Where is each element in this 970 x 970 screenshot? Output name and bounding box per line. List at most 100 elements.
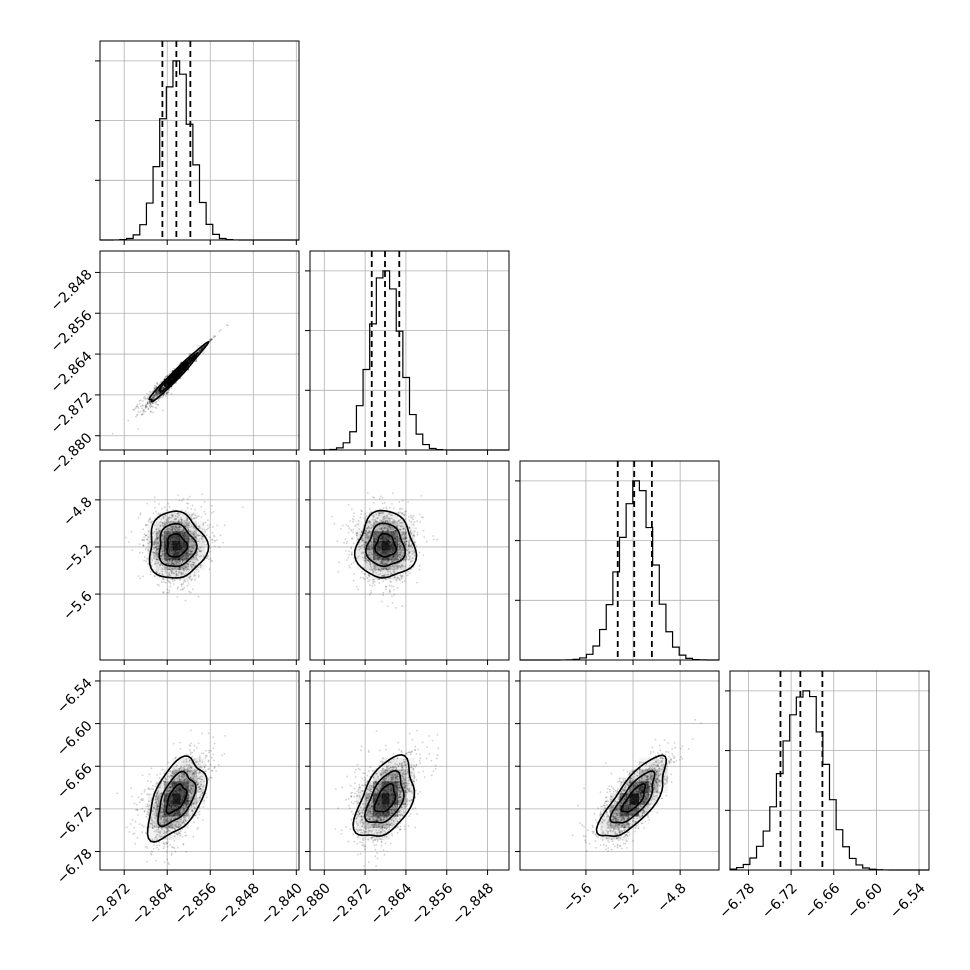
scatter-point-2-0-707	[158, 584, 160, 587]
scatter-point-2-0-1309	[210, 505, 213, 507]
scatter-point-1-0-390	[166, 393, 168, 395]
scatter-point-2-1-1212	[347, 556, 350, 559]
scatter-point-2-1-63	[401, 605, 404, 608]
scatter-point-1-0-160	[153, 396, 156, 399]
scatter-point-2-0-1039	[206, 528, 208, 531]
scatter-point-2-1-632	[352, 515, 355, 518]
scatter-point-3-0-277	[134, 820, 137, 823]
scatter-point-2-1-634	[391, 602, 394, 604]
scatter-point-1-0-1326	[149, 406, 152, 409]
scatter-point-2-1-470	[392, 585, 395, 588]
scatter-point-2-1-394	[355, 585, 358, 588]
scatter-point-1-0-23	[152, 389, 155, 392]
scatter-point-2-0-1151	[206, 557, 208, 559]
density-cell-2-0-4-7	[172, 511, 181, 522]
scatter-point-1-0-513	[226, 324, 229, 327]
scatter-point-1-0-690	[162, 386, 165, 388]
scatter-point-2-0-575	[145, 538, 148, 541]
scatter-point-2-0-1043	[211, 538, 213, 541]
scatter-point-2-1-42	[382, 594, 384, 597]
scatter-point-1-0-563	[153, 393, 156, 396]
scatter-point-1-0-544	[197, 351, 199, 354]
scatter-point-3-0-499	[128, 831, 131, 833]
scatter-point-1-0-92	[154, 395, 156, 398]
scatter-point-2-1-125	[382, 507, 385, 509]
scatter-point-1-0-1072	[135, 414, 138, 416]
scatter-point-2-1-383	[407, 501, 409, 503]
scatter-point-2-0-570	[166, 588, 169, 591]
density-cell-2-0-1-3	[147, 550, 156, 561]
scatter-point-1-0-185	[157, 404, 160, 406]
scatter-point-1-0-254	[141, 404, 144, 407]
scatter-point-2-1-862	[348, 553, 350, 556]
scatter-point-2-0-353	[142, 528, 145, 531]
scatter-point-2-1-1045	[350, 546, 353, 549]
scatter-point-2-1-1002	[351, 537, 353, 540]
scatter-point-1-0-1279	[165, 391, 168, 394]
histogram-1	[309, 270, 509, 451]
scatter-point-2-0-1393	[191, 504, 194, 507]
density-cell-2-1-4-7	[381, 511, 390, 522]
scatter-point-2-0-1022	[143, 556, 146, 558]
scatter-point-2-0-862	[201, 493, 204, 496]
scatter-point-2-1-45	[350, 563, 353, 565]
axes-1-0	[95, 250, 300, 455]
scatter-point-2-0-144	[205, 543, 208, 546]
scatter-point-2-0-274	[187, 502, 190, 505]
scatter-point-2-0-1365	[212, 526, 214, 528]
scatter-point-2-1-963	[349, 566, 351, 569]
scatter-point-2-1-1086	[432, 535, 435, 537]
scatter-point-1-0-19	[157, 391, 159, 394]
scatter-point-2-0-1031	[146, 502, 149, 505]
scatter-point-2-1-392	[338, 561, 341, 564]
scatter-point-3-0-313	[193, 744, 196, 747]
scatter-point-3-0-373	[189, 753, 192, 755]
scatter-point-2-0-466	[162, 591, 165, 593]
scatter-point-2-1-14	[420, 494, 423, 497]
scatter-point-2-0-557	[203, 510, 206, 513]
scatter-point-1-0-781	[144, 407, 147, 409]
scatter-point-3-0-33	[131, 795, 134, 798]
scatter-point-2-1-302	[401, 499, 404, 502]
scatter-point-3-0-245	[177, 846, 179, 849]
scatter-point-2-1-1061	[391, 503, 393, 505]
scatter-point-2-0-999	[208, 568, 211, 571]
scatter-point-1-0-893	[136, 403, 139, 406]
scatter-point-1-0-277	[154, 393, 157, 395]
scatter-point-1-0-396	[142, 408, 145, 411]
scatter-point-1-0-384	[200, 347, 203, 350]
scatter-point-1-0-569	[220, 329, 222, 331]
scatter-point-2-1-283	[348, 564, 350, 567]
scatter-point-2-1-1331	[390, 584, 393, 587]
scatter-point-1-0-723	[150, 410, 152, 413]
scatter-point-2-1-827	[337, 570, 340, 573]
density-cell-2-1-1-3	[356, 550, 365, 561]
scatter-point-2-0-457	[172, 580, 175, 583]
scatter-point-2-0-298	[183, 586, 186, 589]
scatter-point-1-0-20	[155, 391, 158, 393]
scatter-point-1-0-1350	[139, 405, 142, 407]
scatter-point-2-1-653	[410, 514, 412, 517]
scatter-point-2-1-665	[425, 540, 428, 543]
scatter-point-3-0-244	[197, 826, 200, 829]
scatter-point-2-0-1266	[209, 557, 212, 560]
scatter-point-2-1-1153	[398, 508, 401, 510]
scatter-point-2-1-1229	[353, 519, 355, 521]
scatter-point-2-0-1227	[207, 554, 210, 557]
scatter-point-2-0-56	[186, 584, 189, 587]
scatter-point-2-1-454	[373, 584, 376, 586]
scatter-point-2-0-778	[186, 580, 189, 582]
scatter-point-1-0-157	[155, 400, 158, 403]
scatter-point-2-1-895	[421, 516, 423, 518]
scatter-point-2-0-1376	[168, 581, 171, 583]
scatter-point-1-0-275	[166, 391, 169, 394]
scatter-point-3-0-451	[165, 850, 168, 853]
scatter-point-1-0-57	[132, 408, 135, 411]
scatter-point-3-0-468	[174, 850, 177, 853]
scatter-point-2-0-503	[223, 524, 226, 527]
density-cell-2-0-6-1	[188, 570, 198, 580]
scatter-point-2-1-280	[386, 605, 389, 608]
scatter-point-1-0-506	[149, 401, 151, 403]
scatter-point-1-0-798	[133, 408, 136, 411]
scatter-point-2-0-865	[149, 573, 152, 576]
